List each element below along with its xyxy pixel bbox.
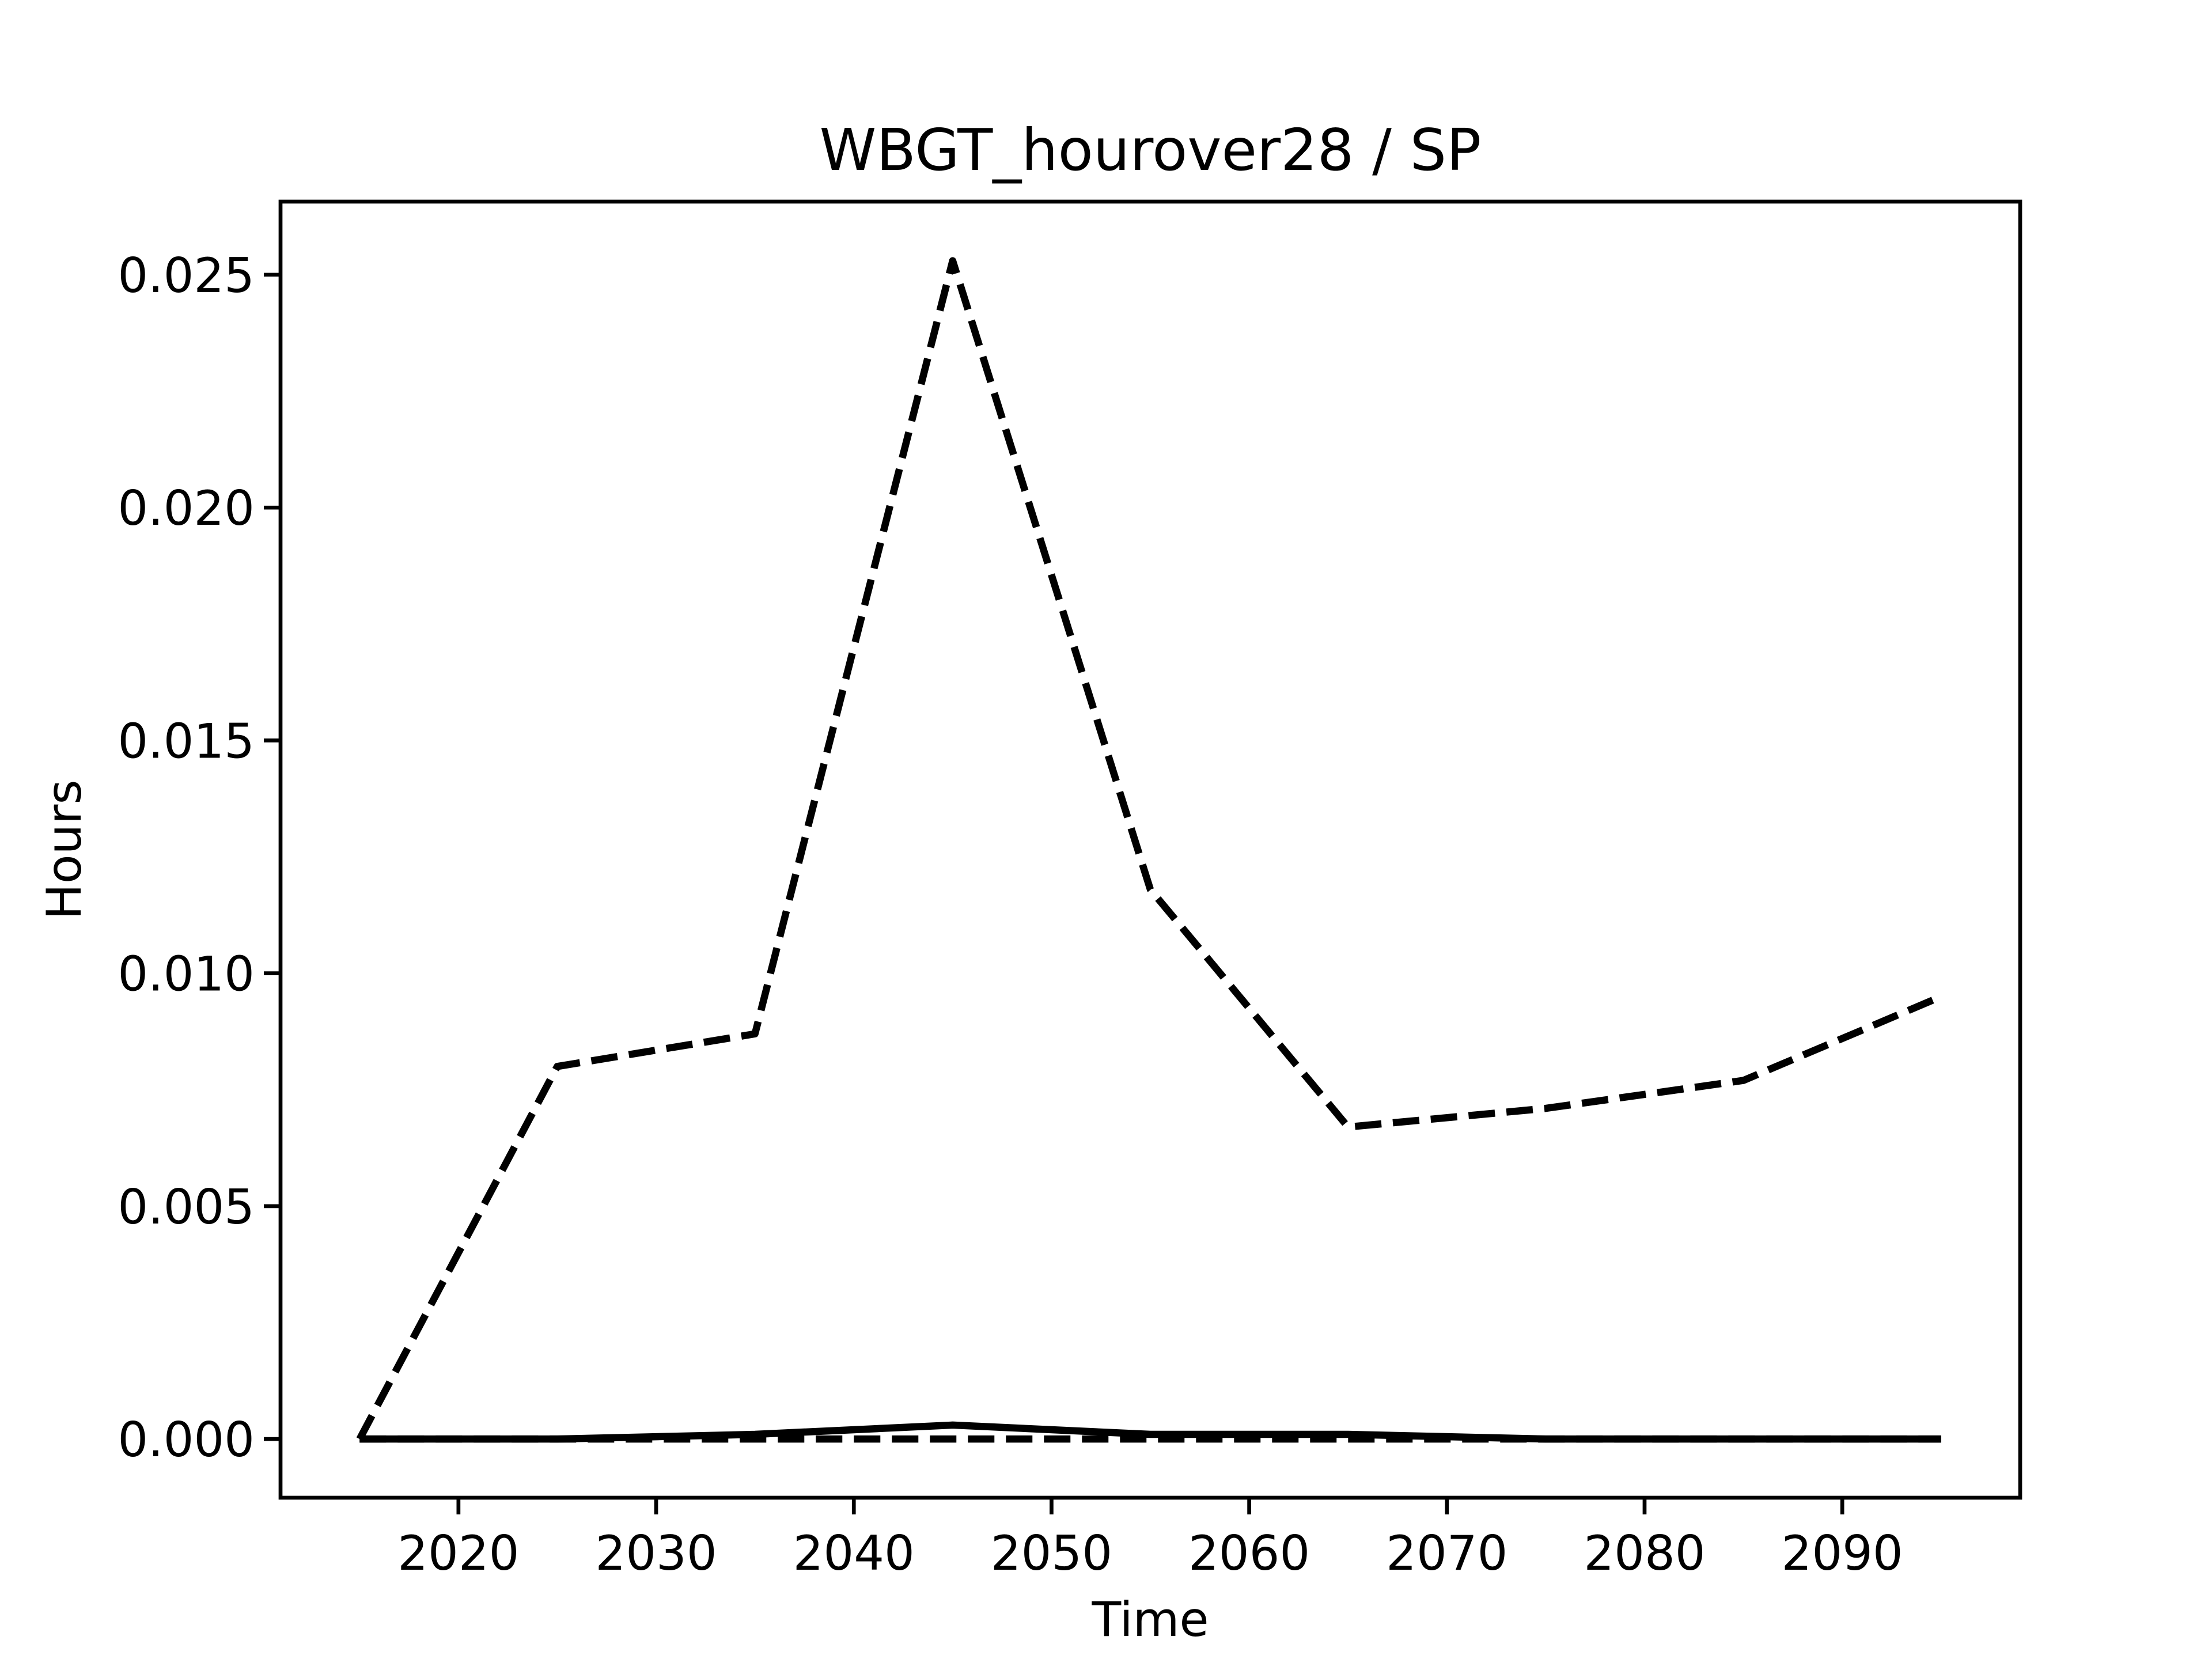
y-axis-label: Hours — [36, 779, 92, 919]
x-tick-label: 2090 — [1782, 1525, 1903, 1581]
x-tick-label: 2060 — [1188, 1525, 1310, 1581]
x-tick-label: 2040 — [793, 1525, 915, 1581]
y-tick-label: 0.015 — [118, 713, 255, 769]
x-axis-label: Time — [1091, 1592, 1209, 1647]
series-line — [356, 257, 1943, 1441]
chart-title: WBGT_hourover28 / SP — [820, 116, 1482, 184]
y-tick-label: 0.000 — [118, 1412, 255, 1468]
x-tick-label: 2070 — [1386, 1525, 1508, 1581]
y-tick-label: 0.020 — [118, 480, 255, 536]
x-tick-label: 2050 — [991, 1525, 1112, 1581]
y-tick-label: 0.005 — [118, 1179, 255, 1235]
y-tick-label: 0.025 — [118, 248, 255, 304]
plot-frame — [278, 199, 2022, 1500]
x-tick-label: 2030 — [595, 1525, 717, 1581]
y-tick-label: 0.010 — [118, 946, 255, 1002]
x-tick-label: 2020 — [397, 1525, 519, 1581]
x-tick-label: 2080 — [1584, 1525, 1705, 1581]
